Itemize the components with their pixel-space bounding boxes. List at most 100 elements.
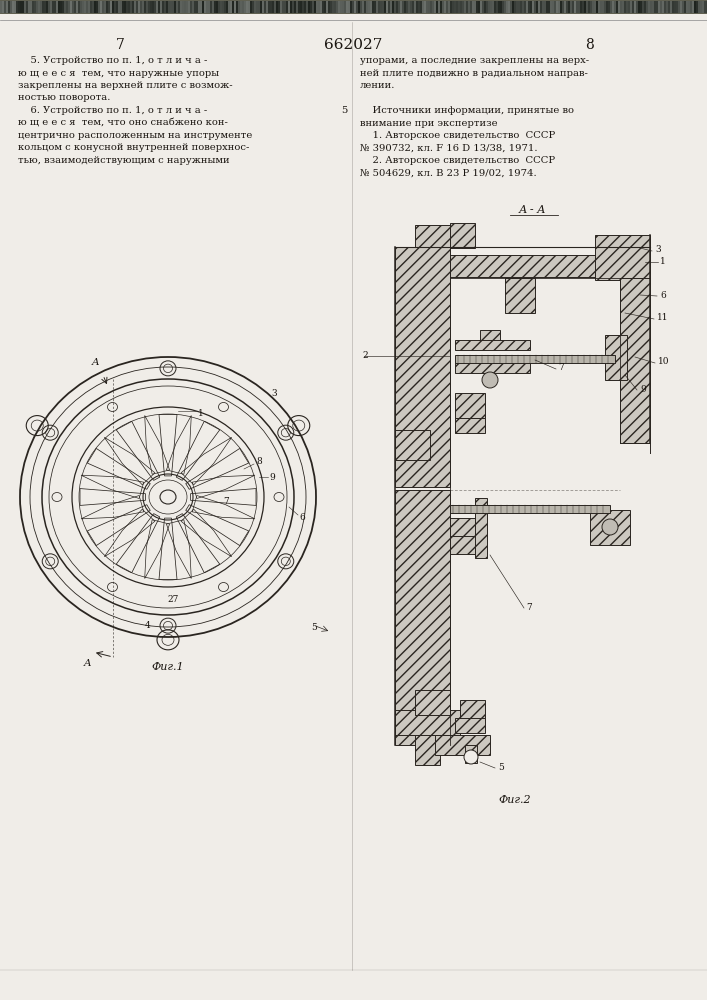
Bar (566, 1, 568, 13)
Bar (254, 1, 256, 13)
Text: 10: 10 (658, 358, 670, 366)
Bar (450, 1, 452, 13)
Bar (324, 1, 326, 13)
Bar (682, 1, 684, 13)
Bar (398, 1, 400, 13)
Bar (455, 340, 530, 350)
Text: 8: 8 (256, 458, 262, 466)
Bar (574, 1, 576, 13)
Text: A: A (84, 659, 92, 668)
Bar (362, 1, 364, 13)
Bar (208, 1, 210, 13)
Bar (224, 1, 226, 13)
Bar (268, 1, 270, 13)
Bar (164, 1, 166, 13)
Text: 3: 3 (271, 389, 277, 398)
Bar (552, 1, 554, 13)
Bar (82, 1, 84, 13)
Bar (62, 1, 64, 13)
Bar (246, 1, 248, 13)
Bar (194, 1, 196, 13)
Text: ностью поворота.: ностью поворота. (18, 94, 110, 103)
Bar (184, 1, 186, 13)
Bar (668, 1, 670, 13)
Bar (96, 1, 98, 13)
Bar (450, 255, 635, 277)
Bar (415, 225, 450, 247)
Bar (222, 1, 224, 13)
Bar (218, 1, 220, 13)
Bar (435, 735, 490, 755)
Bar (522, 1, 524, 13)
Bar (104, 1, 106, 13)
Bar (140, 1, 142, 13)
Bar (572, 1, 574, 13)
Bar (210, 1, 212, 13)
Bar (440, 1, 442, 13)
Bar (384, 1, 386, 13)
Bar (240, 1, 242, 13)
Bar (598, 1, 600, 13)
Bar (450, 518, 480, 536)
Bar (480, 1, 482, 13)
Bar (562, 1, 564, 13)
Bar (642, 1, 644, 13)
Bar (238, 1, 240, 13)
Bar (198, 1, 200, 13)
Text: 7: 7 (558, 363, 563, 372)
Bar (12, 1, 14, 13)
Bar (600, 1, 602, 13)
Bar (602, 1, 604, 13)
Bar (475, 498, 487, 558)
Bar (364, 1, 366, 13)
Bar (595, 235, 650, 280)
Bar (706, 1, 707, 13)
Bar (274, 1, 276, 13)
Bar (426, 1, 428, 13)
Bar (604, 1, 606, 13)
Bar (328, 1, 330, 13)
Bar (20, 1, 22, 13)
Bar (202, 1, 204, 13)
Bar (650, 1, 652, 13)
Bar (686, 1, 688, 13)
Bar (415, 735, 440, 765)
Bar (395, 247, 450, 487)
Bar (180, 1, 182, 13)
Bar (366, 1, 368, 13)
Bar (374, 1, 376, 13)
Text: 7: 7 (223, 497, 229, 506)
Bar (670, 1, 672, 13)
Bar (284, 1, 286, 13)
Bar (504, 1, 506, 13)
Bar (136, 1, 138, 13)
Bar (342, 1, 344, 13)
Bar (300, 1, 302, 13)
Bar (98, 1, 100, 13)
Bar (488, 1, 490, 13)
Bar (450, 505, 610, 513)
Bar (10, 1, 12, 13)
Text: закреплены на верхней плите с возмож-: закреплены на верхней плите с возмож- (18, 81, 233, 90)
Text: Фиг.1: Фиг.1 (152, 662, 185, 672)
Bar (696, 1, 698, 13)
Bar (554, 1, 556, 13)
Bar (546, 1, 548, 13)
Bar (60, 1, 62, 13)
Bar (320, 1, 322, 13)
Bar (620, 278, 650, 443)
Bar (590, 1, 592, 13)
Bar (394, 1, 396, 13)
Bar (455, 355, 615, 363)
Bar (622, 1, 624, 13)
Bar (456, 1, 458, 13)
Bar (472, 1, 474, 13)
Bar (226, 1, 228, 13)
Bar (605, 335, 627, 380)
Text: Фиг.2: Фиг.2 (498, 795, 532, 805)
Bar (256, 1, 258, 13)
Bar (678, 1, 680, 13)
Bar (376, 1, 378, 13)
Bar (478, 1, 480, 13)
Bar (326, 1, 328, 13)
